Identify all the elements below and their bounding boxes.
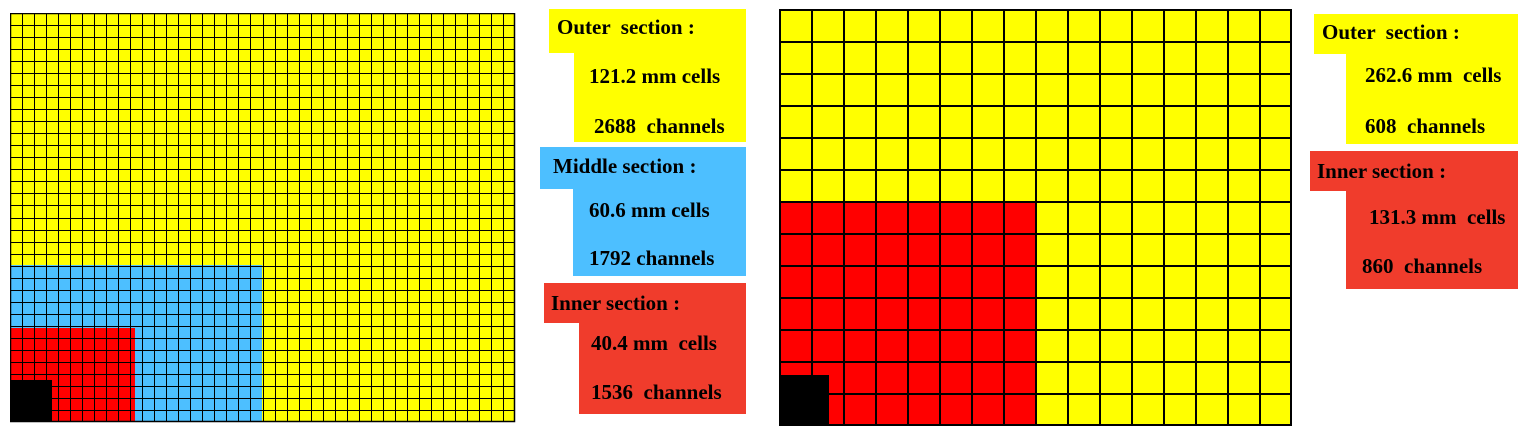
left-middle-section-title: Middle section : <box>553 154 697 178</box>
left-inner-cell-size: 40.4 mm cells <box>591 331 717 355</box>
right-grid-border <box>779 9 1292 426</box>
right-inner-cell-size: 131.3 mm cells <box>1369 205 1506 229</box>
left-outer-cell-size: 121.2 mm cells <box>589 64 721 88</box>
right-outer-channels: 608 channels <box>1365 114 1486 138</box>
left-middle-channels: 1792 channels <box>589 246 715 270</box>
left-inner-channels: 1536 channels <box>591 380 722 404</box>
left-grid-border <box>10 13 516 423</box>
left-inner-section-title: Inner section : <box>551 291 681 315</box>
left-outer-channels: 2688 channels <box>594 114 725 138</box>
right-inner-channels: 860 channels <box>1362 254 1483 278</box>
left-beam-hole <box>10 380 52 422</box>
right-outer-section-title: Outer section : <box>1322 20 1460 44</box>
left-outer-label-box <box>549 9 746 142</box>
right-beam-hole <box>779 375 829 425</box>
right-inner-section-title: Inner section : <box>1317 159 1447 183</box>
left-outer-section-title: Outer section : <box>557 15 695 39</box>
left-middle-cell-size: 60.6 mm cells <box>589 198 710 222</box>
left-segmentation-grid <box>10 13 516 423</box>
right-outer-cell-size: 262.6 mm cells <box>1365 63 1502 87</box>
left-middle-label-box <box>540 147 746 276</box>
right-segmentation-grid <box>779 9 1292 426</box>
right-outer-label-box <box>1314 14 1518 144</box>
